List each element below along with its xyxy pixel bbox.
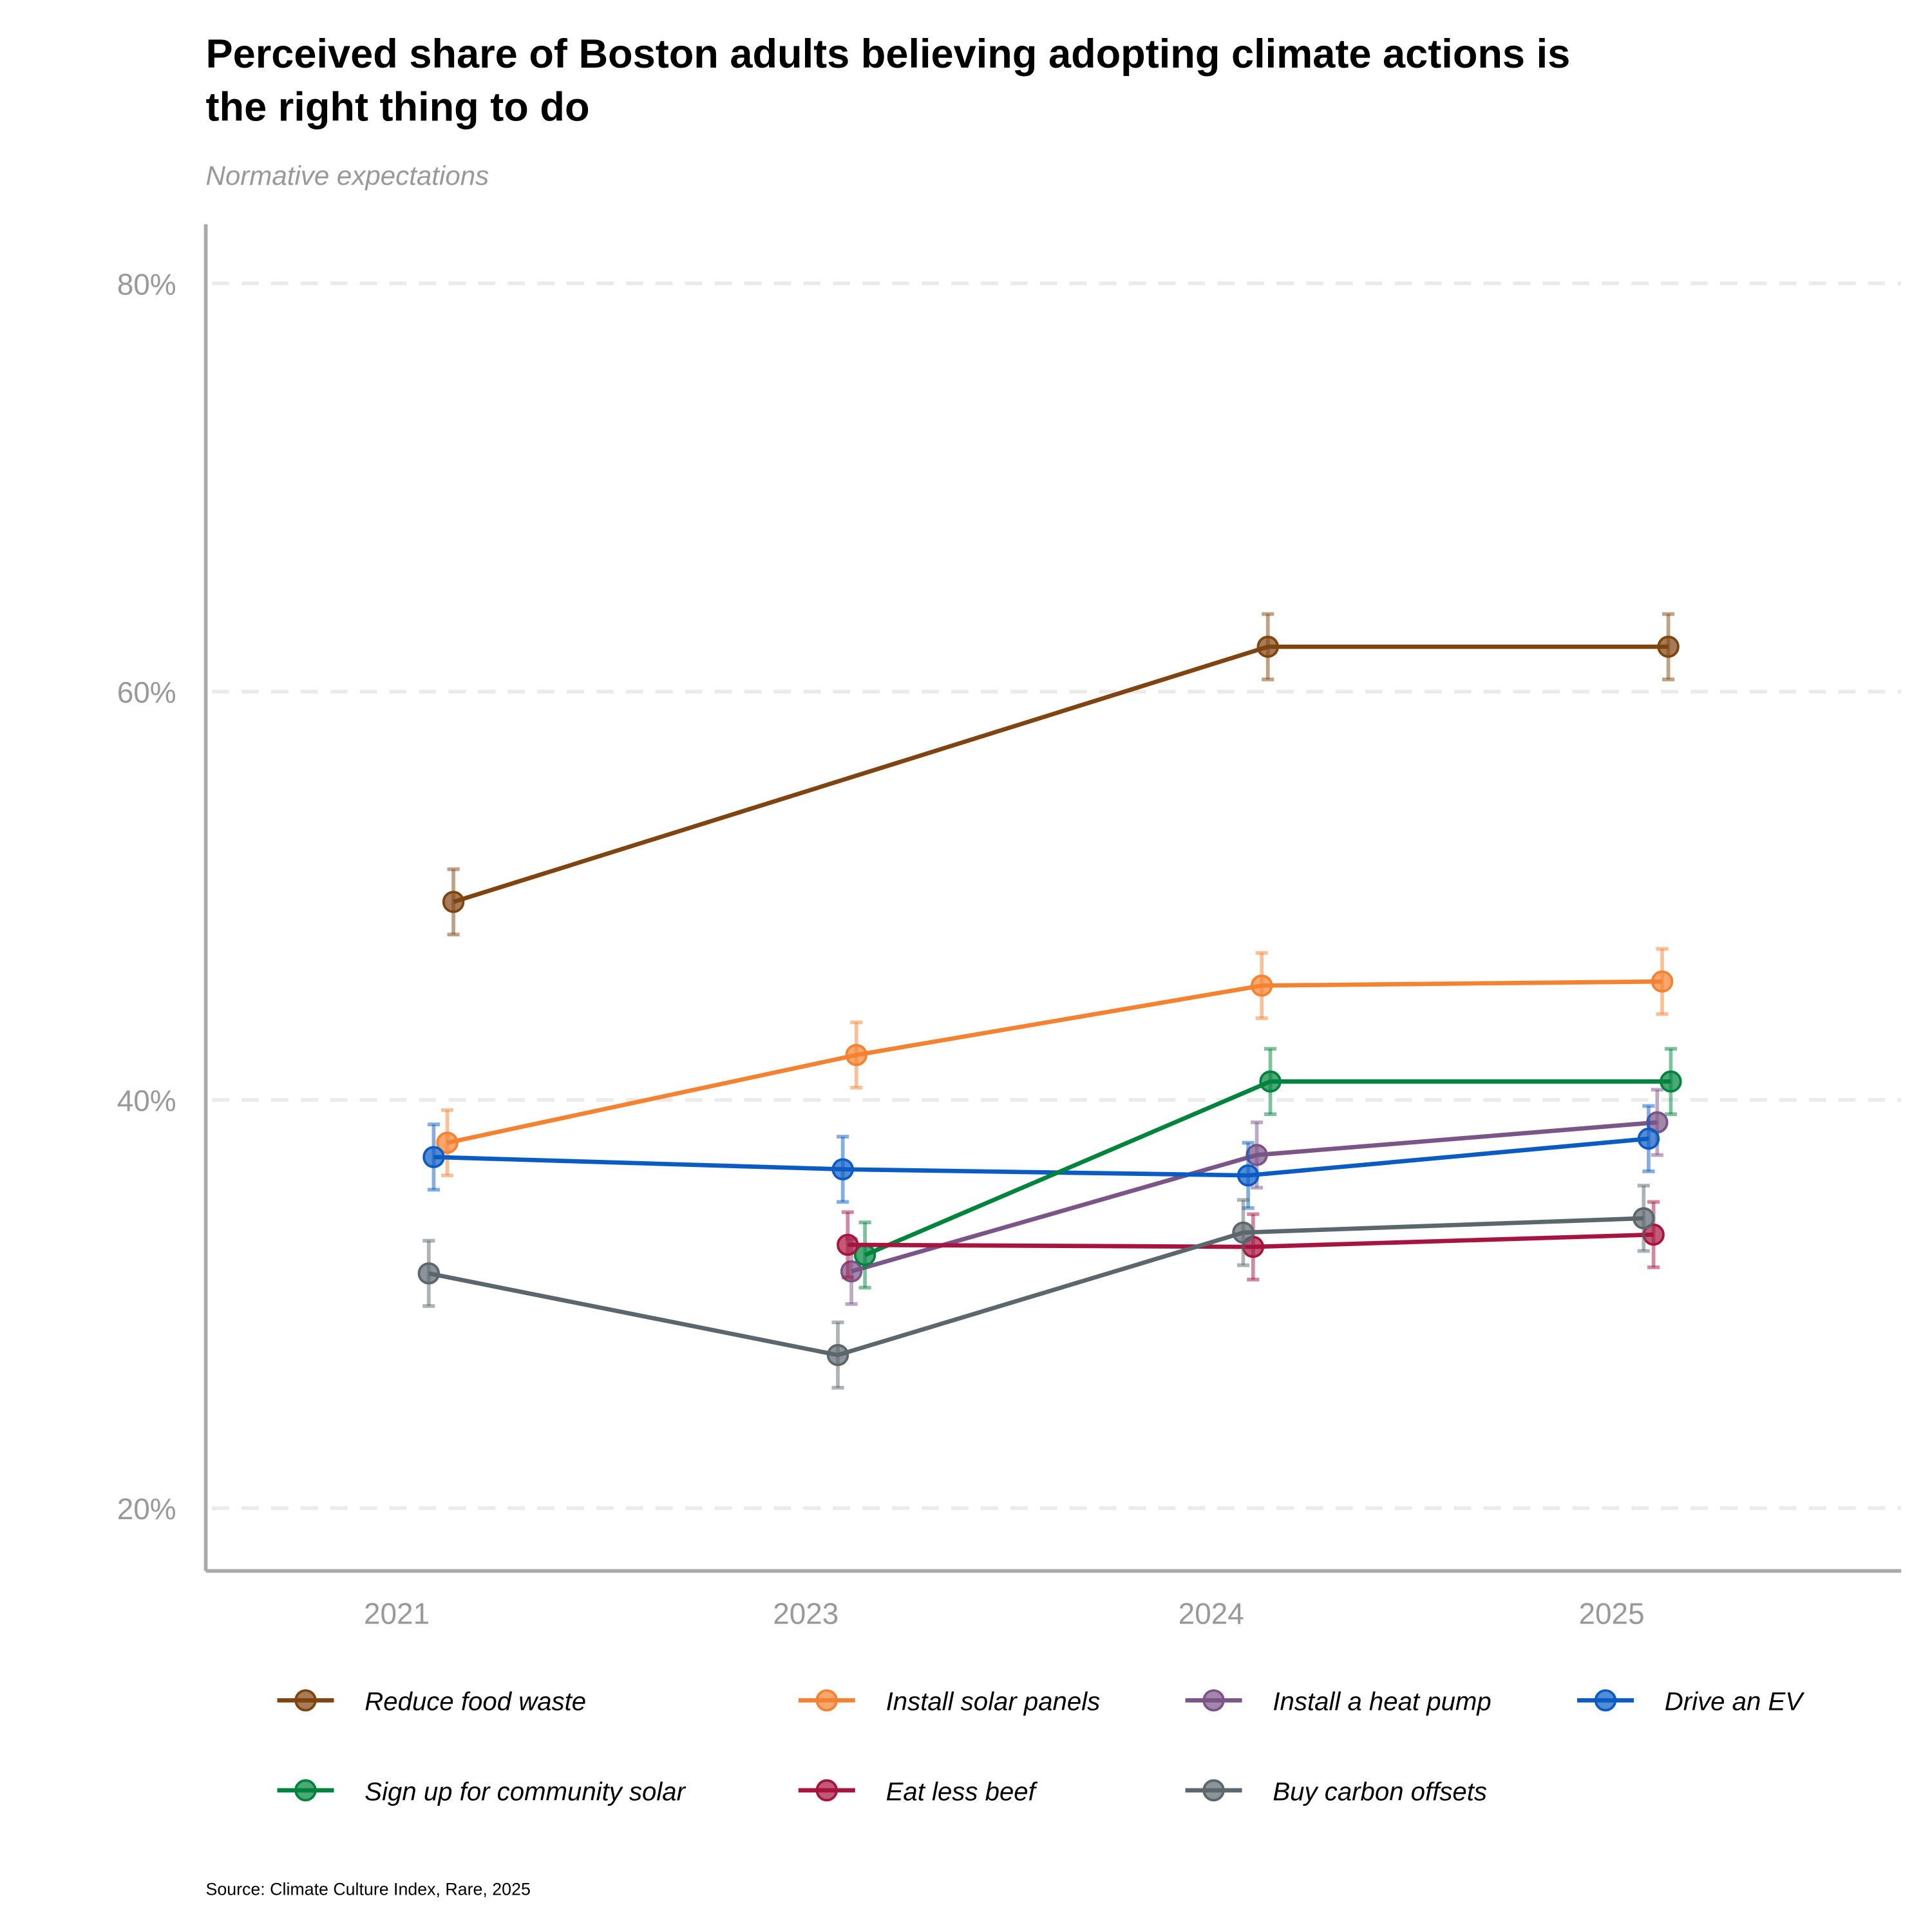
legend-marker-icon (1202, 1779, 1225, 1802)
series-buy-carbon-offsets (417, 1184, 1655, 1390)
chart-caption: Source: Climate Culture Index, Rare, 202… (206, 1880, 531, 1899)
data-point (1236, 1164, 1260, 1187)
axes (204, 224, 1902, 1573)
series-drive-an-ev (422, 1104, 1660, 1210)
data-point (442, 891, 465, 913)
series-line (428, 1216, 1644, 1358)
series-group (417, 612, 1682, 1390)
data-point (1259, 1070, 1282, 1093)
legend-item[interactable]: Install solar panels (798, 1687, 1101, 1716)
data-point (1232, 1221, 1255, 1244)
data-point (1633, 1207, 1655, 1229)
y-tick-label: 20% (117, 1492, 176, 1526)
y-tick-label: 80% (117, 267, 176, 301)
legend[interactable]: Reduce food waste Install solar panels Ins… (277, 1687, 1804, 1806)
legend-marker-icon (294, 1779, 317, 1802)
legend-marker-icon (1202, 1689, 1225, 1712)
chart-title-line-2: the right thing to do (206, 84, 590, 129)
data-point (1250, 974, 1273, 997)
series-install-a-heat-pump (840, 1088, 1669, 1306)
data-point (417, 1262, 440, 1285)
x-tick-labels: 2021 2023 2024 2025 (364, 1597, 1645, 1631)
x-tick-label: 2021 (364, 1597, 430, 1631)
series-line (446, 979, 1663, 1145)
series-install-solar-panels (436, 947, 1674, 1178)
y-tick-labels: 20% 40% 60% 80% (117, 267, 176, 1526)
legend-item[interactable]: Eat less beef (798, 1777, 1038, 1806)
series-reduce-food-waste (442, 612, 1680, 937)
series-line (864, 1079, 1671, 1257)
series-line (453, 644, 1669, 904)
x-tick-label: 2024 (1179, 1597, 1244, 1631)
legend-item[interactable]: Install a heat pump (1185, 1687, 1492, 1716)
legend-marker-icon (815, 1779, 838, 1802)
x-tick-label: 2025 (1578, 1597, 1644, 1631)
data-point (837, 1233, 859, 1256)
data-point (436, 1132, 459, 1154)
legend-item[interactable]: Drive an EV (1577, 1687, 1804, 1716)
data-point (826, 1343, 849, 1367)
chart-title-line-1: Perceived share of Boston adults believi… (206, 32, 1571, 77)
data-point (1256, 636, 1279, 658)
legend-label: Eat less beef (886, 1777, 1038, 1806)
legend-item[interactable]: Sign up for community solar (277, 1777, 687, 1806)
legend-label: Install a heat pump (1273, 1687, 1491, 1716)
gridlines (212, 281, 1902, 1510)
series-sign-up-for-community-solar (853, 1046, 1682, 1290)
data-point (422, 1146, 445, 1168)
data-point (1660, 1070, 1682, 1093)
legend-marker-icon (815, 1689, 838, 1712)
chart-subtitle: Normative expectations (206, 160, 489, 191)
legend-marker-icon (294, 1689, 317, 1712)
data-point (1651, 970, 1674, 993)
legend-item[interactable]: Reduce food waste (277, 1687, 586, 1716)
legend-label: Reduce food waste (365, 1687, 586, 1716)
legend-marker-icon (1594, 1689, 1617, 1712)
y-tick-label: 60% (117, 676, 176, 709)
legend-item[interactable]: Buy carbon offsets (1185, 1777, 1487, 1806)
data-point (1637, 1127, 1660, 1150)
y-tick-label: 40% (117, 1084, 176, 1117)
legend-label: Sign up for community solar (365, 1777, 686, 1806)
legend-label: Install solar panels (886, 1687, 1101, 1716)
x-tick-label: 2023 (773, 1597, 838, 1631)
data-point (831, 1158, 854, 1180)
data-point (1657, 636, 1680, 658)
legend-label: Drive an EV (1665, 1687, 1804, 1716)
legend-label: Buy carbon offsets (1273, 1777, 1487, 1806)
series-line (433, 1136, 1649, 1178)
data-point (845, 1043, 867, 1066)
